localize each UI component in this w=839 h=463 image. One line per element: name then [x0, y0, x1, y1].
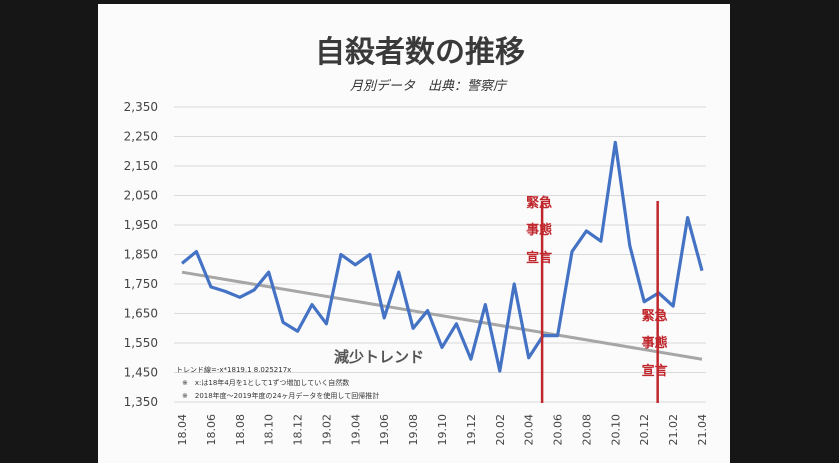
y-tick-label: 2,350	[124, 100, 158, 114]
event-label: 事態	[642, 335, 668, 351]
event-label: 緊急	[526, 195, 552, 211]
x-tick-label: 19.08	[407, 414, 420, 446]
x-tick-label: 20.04	[523, 414, 536, 446]
gridlines	[174, 106, 706, 403]
x-tick-label: 18.06	[205, 414, 218, 446]
x-tick-label: 19.02	[320, 414, 333, 446]
x-tick-label: 18.08	[234, 414, 247, 446]
x-tick-label: 21.02	[667, 414, 680, 446]
x-tick-label: 19.10	[436, 414, 449, 446]
x-tick-label: 20.06	[552, 414, 565, 446]
y-tick-label: 2,150	[124, 159, 158, 173]
event-label: 緊急	[642, 308, 668, 324]
chart-subtitle: 月別データ 出典：警察庁	[350, 78, 508, 94]
y-tick-label: 1,550	[124, 336, 158, 350]
x-tick-label: 20.08	[580, 414, 593, 446]
trend-line-group: 減少トレンド	[181, 270, 703, 366]
x-tick-label: 21.04	[696, 414, 709, 446]
event-label: 宣言	[526, 250, 552, 266]
chart-title: 自殺者数の推移	[315, 35, 525, 70]
notes-group: トレンド線=-x*1819.1 8.025217x ※ x:は18年4月を1として…	[176, 365, 379, 400]
y-tick-label: 1,650	[124, 307, 158, 321]
trend-line	[181, 270, 703, 361]
trend-label: 減少トレンド	[334, 348, 424, 366]
x-tick-label: 19.06	[378, 414, 391, 446]
y-tick-label: 1,950	[124, 218, 158, 232]
series-group	[180, 140, 704, 373]
y-tick-label: 2,050	[124, 189, 158, 203]
event-label: 事態	[526, 222, 552, 238]
x-tick-label: 18.12	[292, 414, 305, 446]
x-tick-label: 20.12	[638, 414, 651, 446]
slide: 自殺者数の推移 月別データ 出典：警察庁 2,350 2,250 2,150 2,05…	[98, 4, 730, 463]
y-axis: 2,350 2,250 2,150 2,050 1,950 1,850 1,750 1,650…	[124, 100, 158, 409]
x-tick-label: 19.12	[465, 414, 478, 446]
note-text: ※ x:は18年4月を1として1ずつ増加していく自然数	[182, 378, 349, 387]
note-text: ※ 2018年度〜2019年度の24ヶ月データを使用して回帰推計	[182, 391, 379, 400]
series-line	[180, 140, 704, 373]
note-text: トレンド線=-x*1819.1 8.025217x	[176, 365, 291, 374]
y-tick-label: 1,450	[124, 366, 158, 380]
x-tick-label: 20.10	[609, 414, 622, 446]
line-chart: 自殺者数の推移 月別データ 出典：警察庁 2,350 2,250 2,150 2,05…	[124, 35, 709, 446]
y-tick-label: 1,350	[124, 395, 158, 409]
y-tick-label: 1,750	[124, 277, 158, 291]
x-tick-label: 19.04	[349, 414, 362, 446]
x-axis: 18.04 18.06 18.08 18.10 18.12 19.02 19.04 19.06…	[176, 414, 709, 446]
y-tick-label: 2,250	[124, 130, 158, 144]
x-tick-label: 18.04	[176, 414, 189, 446]
x-tick-label: 18.10	[263, 414, 276, 446]
y-tick-label: 1,850	[124, 248, 158, 262]
x-tick-label: 20.02	[494, 414, 507, 446]
event-label: 宣言	[642, 363, 668, 379]
